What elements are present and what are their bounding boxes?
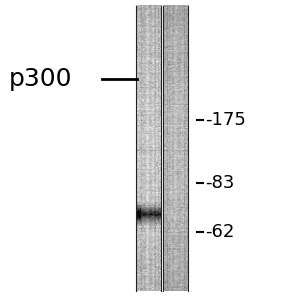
Text: -175: -175 [206,111,246,129]
Text: -83: -83 [206,174,235,192]
Text: -62: -62 [206,223,235,241]
Text: p300: p300 [9,67,73,91]
